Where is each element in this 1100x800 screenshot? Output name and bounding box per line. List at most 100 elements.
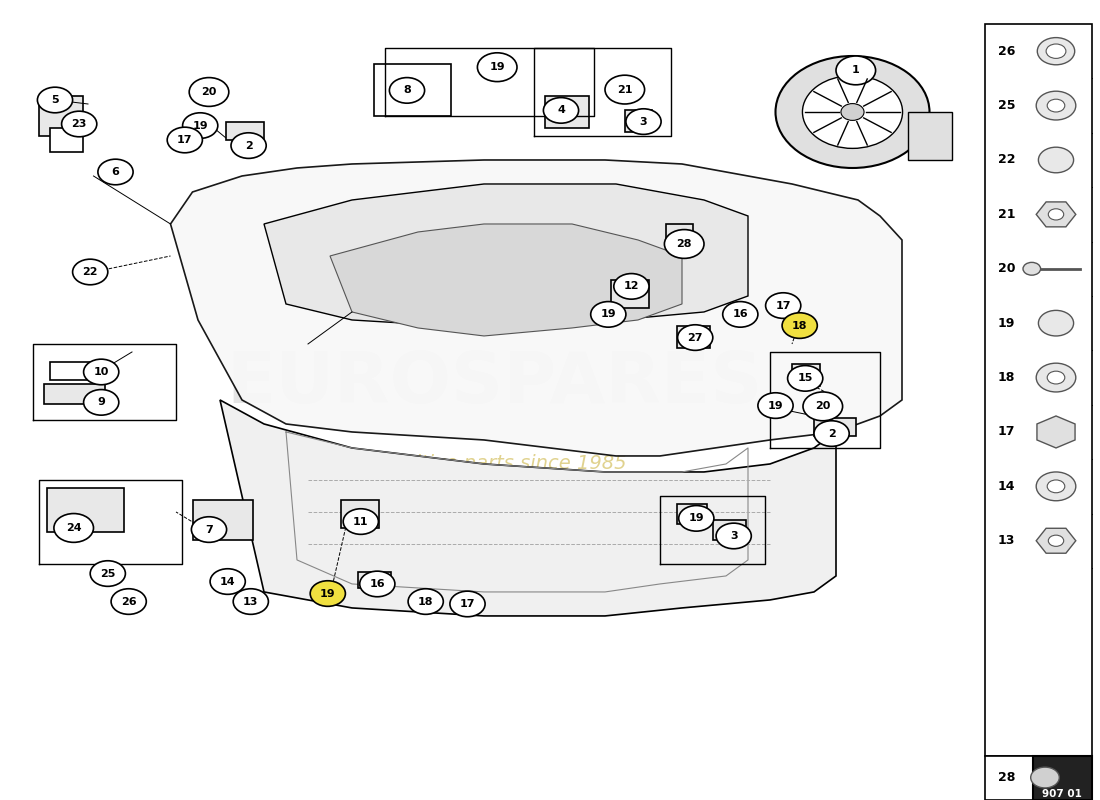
Text: 17: 17 <box>998 426 1015 438</box>
Text: 23: 23 <box>72 119 87 129</box>
FancyBboxPatch shape <box>44 384 104 404</box>
Circle shape <box>360 571 395 597</box>
Text: 19: 19 <box>601 310 616 319</box>
Polygon shape <box>330 224 682 336</box>
Text: 9: 9 <box>97 398 106 407</box>
Circle shape <box>1047 480 1065 493</box>
Text: 3: 3 <box>640 117 647 126</box>
FancyBboxPatch shape <box>358 572 390 588</box>
Circle shape <box>836 56 876 85</box>
FancyBboxPatch shape <box>713 520 746 540</box>
Circle shape <box>310 581 345 606</box>
Text: 15: 15 <box>798 374 813 383</box>
FancyBboxPatch shape <box>908 112 952 160</box>
FancyBboxPatch shape <box>625 110 652 132</box>
Circle shape <box>189 78 229 106</box>
Circle shape <box>183 113 218 138</box>
Text: 6: 6 <box>111 167 120 177</box>
Text: 22: 22 <box>82 267 98 277</box>
FancyBboxPatch shape <box>814 418 856 436</box>
Text: 12: 12 <box>624 282 639 291</box>
Text: 4: 4 <box>557 106 565 115</box>
Text: 21: 21 <box>998 208 1015 221</box>
FancyBboxPatch shape <box>39 96 82 136</box>
Polygon shape <box>170 160 902 456</box>
Circle shape <box>233 589 268 614</box>
Circle shape <box>1046 44 1066 58</box>
Circle shape <box>111 589 146 614</box>
Text: 17: 17 <box>177 135 192 145</box>
Circle shape <box>758 393 793 418</box>
Text: 17: 17 <box>460 599 475 609</box>
Text: 26: 26 <box>998 45 1015 58</box>
Circle shape <box>90 561 125 586</box>
Circle shape <box>167 127 202 153</box>
Text: 2: 2 <box>827 429 836 438</box>
Text: 21: 21 <box>617 85 632 94</box>
Circle shape <box>803 392 843 421</box>
Circle shape <box>84 359 119 385</box>
Circle shape <box>1048 209 1064 220</box>
Circle shape <box>1038 147 1074 173</box>
Circle shape <box>408 589 443 614</box>
Circle shape <box>1036 472 1076 501</box>
Text: 20: 20 <box>998 262 1015 275</box>
FancyBboxPatch shape <box>1033 756 1092 800</box>
Circle shape <box>1038 310 1074 336</box>
Circle shape <box>1036 363 1076 392</box>
Text: 11: 11 <box>353 517 369 526</box>
Circle shape <box>776 56 930 168</box>
Circle shape <box>477 53 517 82</box>
Circle shape <box>678 325 713 350</box>
Text: 24: 24 <box>66 523 81 533</box>
FancyBboxPatch shape <box>544 96 588 128</box>
Circle shape <box>1047 99 1065 112</box>
FancyBboxPatch shape <box>47 488 124 532</box>
Circle shape <box>802 75 902 148</box>
Text: 3: 3 <box>730 531 737 541</box>
Text: 10: 10 <box>94 367 109 377</box>
Circle shape <box>605 75 645 104</box>
Text: 19: 19 <box>320 589 336 598</box>
Text: 19: 19 <box>998 317 1015 330</box>
Circle shape <box>664 230 704 258</box>
FancyBboxPatch shape <box>676 326 710 348</box>
FancyBboxPatch shape <box>792 364 820 386</box>
Text: a positive parts since 1985: a positive parts since 1985 <box>363 454 627 474</box>
Text: 20: 20 <box>201 87 217 97</box>
Circle shape <box>37 87 73 113</box>
FancyBboxPatch shape <box>341 500 380 528</box>
Text: 5: 5 <box>52 95 58 105</box>
Polygon shape <box>264 184 748 328</box>
Circle shape <box>716 523 751 549</box>
Circle shape <box>723 302 758 327</box>
Text: 18: 18 <box>998 371 1015 384</box>
Text: 13: 13 <box>243 597 258 606</box>
Circle shape <box>73 259 108 285</box>
Text: 1: 1 <box>851 66 860 75</box>
Text: 28: 28 <box>998 771 1015 784</box>
Circle shape <box>84 390 119 415</box>
Text: 19: 19 <box>689 514 704 523</box>
Text: 17: 17 <box>776 301 791 310</box>
Circle shape <box>1031 767 1059 788</box>
Text: 16: 16 <box>370 579 385 589</box>
Text: 907 01: 907 01 <box>1042 789 1082 798</box>
Text: 25: 25 <box>100 569 116 578</box>
Circle shape <box>1036 91 1076 120</box>
Circle shape <box>614 274 649 299</box>
Circle shape <box>626 109 661 134</box>
Text: 28: 28 <box>676 239 692 249</box>
Circle shape <box>98 159 133 185</box>
Circle shape <box>543 98 579 123</box>
FancyBboxPatch shape <box>50 362 110 380</box>
Text: 16: 16 <box>733 310 748 319</box>
Circle shape <box>814 421 849 446</box>
FancyBboxPatch shape <box>984 756 1033 800</box>
Circle shape <box>343 509 378 534</box>
FancyBboxPatch shape <box>666 224 693 248</box>
Circle shape <box>788 366 823 391</box>
Circle shape <box>782 313 817 338</box>
Text: 26: 26 <box>121 597 136 606</box>
FancyBboxPatch shape <box>610 280 649 308</box>
